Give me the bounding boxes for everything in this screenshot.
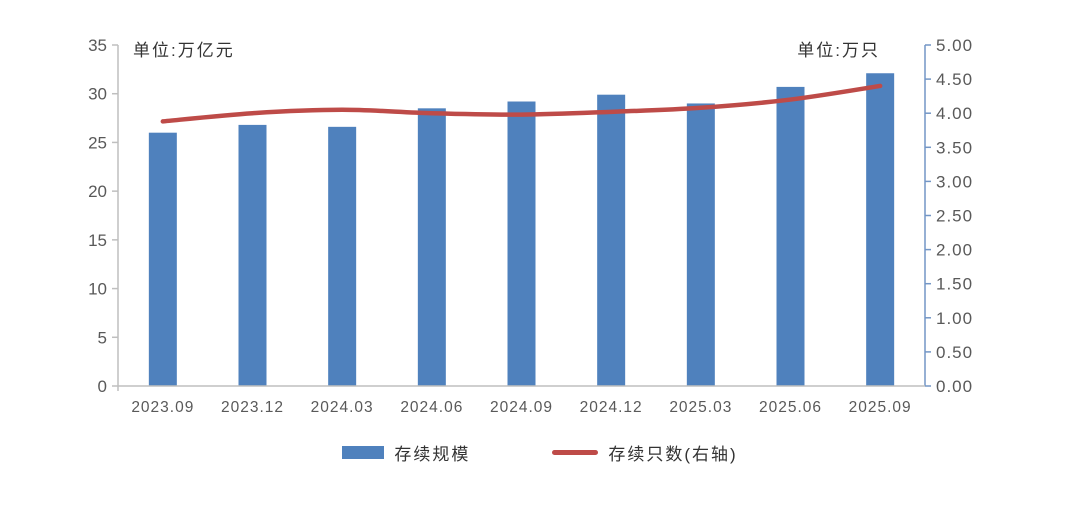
y-axis-left-tick-label: 30	[88, 85, 107, 104]
line-series-legend-label: 存续只数(右轴)	[608, 444, 738, 464]
bar-2024.03	[328, 126, 357, 386]
left-axis-unit-label: 单位:万亿元	[133, 41, 235, 60]
x-axis-label-2023.12: 2023.12	[221, 399, 284, 416]
y-axis-left-tick-label: 35	[88, 36, 107, 55]
y-axis-right-tick-label: 4.50	[936, 70, 973, 89]
y-axis-right-tick-label: 2.50	[936, 207, 973, 226]
y-axis-left-tick-label: 10	[88, 280, 107, 299]
y-axis-right-tick-label: 0.00	[936, 377, 973, 396]
y-axis-right-tick-label: 3.50	[936, 138, 973, 157]
x-axis-label-2025.03: 2025.03	[669, 399, 732, 416]
x-axis-label-2023.09: 2023.09	[131, 399, 194, 416]
x-axis-label-2024.06: 2024.06	[400, 399, 463, 416]
y-axis-right-tick-label: 1.50	[936, 275, 973, 294]
bar-2024.06	[417, 108, 446, 386]
y-axis-left-tick-label: 25	[88, 133, 107, 152]
bar-series-legend-label: 存续规模	[394, 444, 471, 464]
y-axis-right-tick-label: 1.00	[936, 309, 973, 328]
x-axis-label-2024.12: 2024.12	[580, 399, 643, 416]
y-axis-right-tick-label: 5.00	[936, 36, 973, 55]
bar-series-swatch-icon	[342, 445, 385, 459]
x-axis-label-2024.03: 2024.03	[311, 399, 374, 416]
y-axis-right-tick-label: 4.00	[936, 104, 973, 123]
y-axis-right-tick-label: 2.00	[936, 241, 973, 260]
y-axis-left-tick-label: 20	[88, 182, 107, 201]
bar-2023.12	[238, 124, 267, 387]
bar-2025.09	[866, 73, 895, 387]
y-axis-right-tick-label: 3.00	[936, 172, 973, 191]
right-axis-unit-label: 单位:万只	[797, 41, 880, 60]
x-axis-label-2024.09: 2024.09	[490, 399, 553, 416]
x-axis-label-2025.09: 2025.09	[849, 399, 912, 416]
legend-item-line-series: 存续只数(右轴)	[552, 440, 737, 465]
y-axis-left-tick-label: 15	[88, 231, 107, 250]
bar-2024.09	[507, 101, 536, 386]
bar-2025.03	[686, 103, 715, 386]
line-series-swatch-icon	[552, 449, 599, 455]
legend-item-bar-series: 存续规模	[342, 440, 470, 465]
chart-legend: 存续规模 存续只数(右轴)	[0, 438, 1080, 466]
y-axis-right-tick-label: 0.50	[936, 343, 973, 362]
bar-2023.09	[148, 132, 177, 386]
bar-2025.06	[776, 86, 805, 386]
x-axis-label-2025.06: 2025.06	[759, 399, 822, 416]
line-series-path	[160, 83, 883, 124]
bar-2024.12	[597, 94, 626, 386]
y-axis-left-tick-label: 0	[98, 377, 107, 396]
y-axis-left-tick-label: 5	[98, 328, 107, 347]
